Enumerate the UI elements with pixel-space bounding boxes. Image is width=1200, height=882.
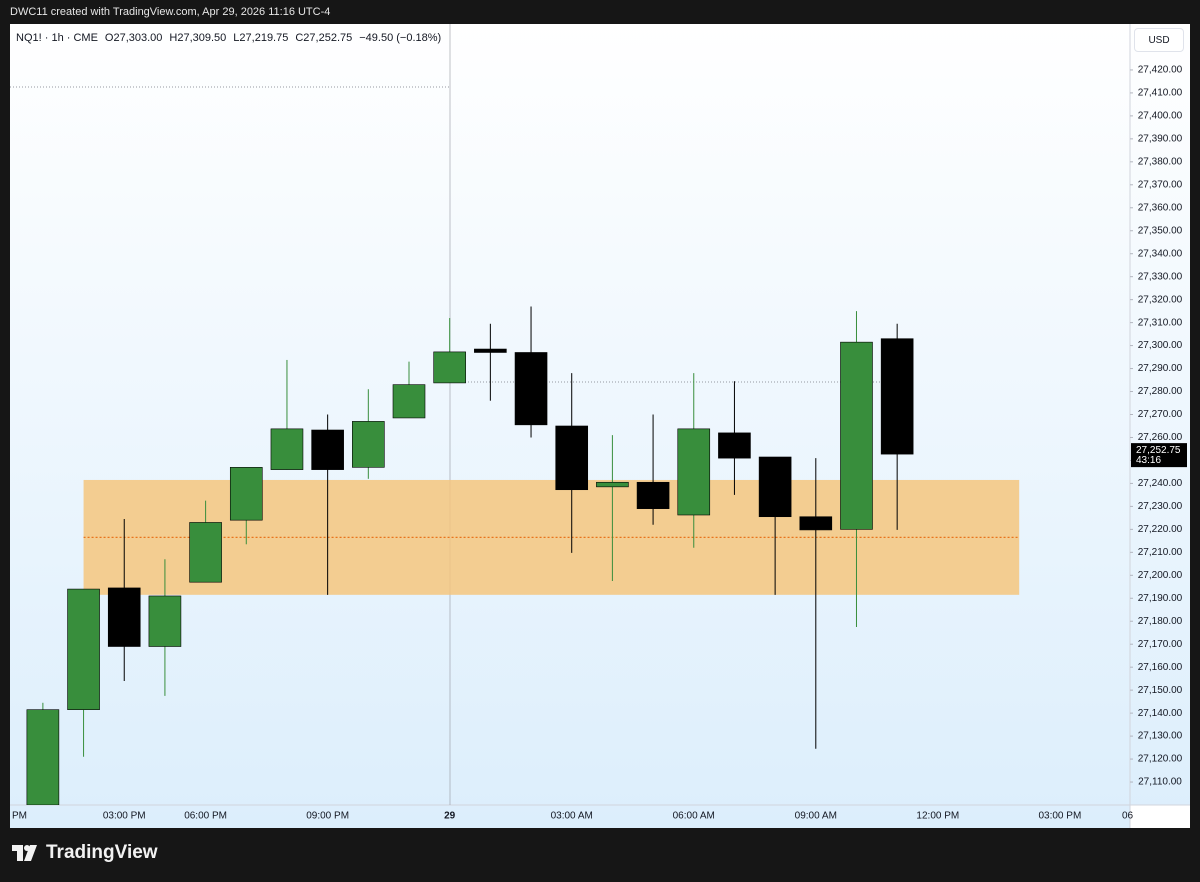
y-tick-label: 27,390.00	[1138, 133, 1183, 144]
candle-body	[474, 348, 507, 353]
candle-body	[514, 352, 548, 426]
y-tick-label: 27,140.00	[1138, 708, 1183, 719]
brand-logo	[12, 845, 37, 861]
y-tick-label: 27,290.00	[1138, 363, 1183, 374]
y-tick-label: 27,370.00	[1138, 179, 1183, 190]
candle-body	[107, 587, 141, 647]
y-tick-label: 27,330.00	[1138, 271, 1183, 282]
y-tick-label: 27,350.00	[1138, 225, 1183, 236]
y-tick-label: 27,110.00	[1138, 777, 1182, 788]
legend-value: O27,303.00	[104, 32, 163, 44]
legend-value: L27,219.75	[233, 32, 289, 44]
candle-body	[148, 595, 182, 647]
candle-body	[392, 384, 426, 419]
y-tick-label: 27,310.00	[1138, 317, 1183, 328]
y-tick-label: 27,400.00	[1138, 111, 1183, 122]
last-price-box	[1131, 443, 1187, 468]
corner	[1130, 805, 1190, 828]
candle-body	[352, 421, 385, 468]
y-tick-label: 27,360.00	[1138, 202, 1183, 213]
candle-body	[270, 428, 304, 470]
candle-body	[880, 338, 914, 455]
last-price-label: 27,252.75	[1136, 445, 1181, 456]
y-tick-label: 27,220.00	[1138, 524, 1183, 535]
y-tick-label: 27,170.00	[1138, 639, 1183, 650]
candle-body	[596, 481, 629, 488]
candle-body	[189, 522, 222, 583]
legend-value: −49.50 (−0.18%)	[359, 32, 442, 44]
countdown: 43:16	[1136, 455, 1161, 466]
y-tick-label: 27,230.00	[1138, 501, 1183, 512]
candle-body	[718, 432, 751, 459]
x-tick-label: 06:00 AM	[673, 811, 715, 822]
candle-body	[677, 428, 711, 516]
caption: DWC11 created with TradingView.com, Apr …	[10, 6, 331, 18]
y-tick-label: 27,130.00	[1138, 731, 1183, 742]
x-tick-label: 03:00 PM	[1038, 811, 1081, 822]
y-tick-label: 27,180.00	[1138, 616, 1183, 627]
candle-body	[26, 709, 60, 805]
candle-body	[758, 456, 792, 518]
y-tick-label: 27,340.00	[1138, 248, 1183, 259]
y-tick-label: 27,270.00	[1138, 409, 1183, 420]
x-tick-label: 03:00 AM	[551, 811, 593, 822]
y-tick-label: 27,150.00	[1138, 685, 1183, 696]
y-tick-label: 27,200.00	[1138, 570, 1183, 581]
x-tick-label: PM	[12, 811, 27, 822]
x-tick-label: 06	[1122, 811, 1134, 822]
y-tick-label: 27,300.00	[1138, 340, 1183, 351]
y-tick-label: 27,260.00	[1138, 432, 1183, 443]
brand-name: TradingView	[46, 842, 158, 863]
candle-body	[799, 516, 833, 531]
symbol: NQ1! · 1h · CME	[16, 32, 98, 44]
candle-body	[555, 425, 589, 491]
y-tick-label: 27,380.00	[1138, 156, 1183, 167]
x-tick-label: 29	[444, 811, 456, 822]
currency-button[interactable]: USD	[1134, 28, 1184, 52]
y-tick-label: 27,160.00	[1138, 662, 1183, 673]
candle-body	[229, 467, 263, 521]
y-tick-label: 27,410.00	[1138, 88, 1183, 99]
y-tick-label: 27,420.00	[1138, 65, 1183, 76]
y-tick-label: 27,240.00	[1138, 478, 1183, 489]
y-tick-label: 27,190.00	[1138, 593, 1183, 604]
candle-body	[311, 429, 344, 470]
y-tick-label: 27,210.00	[1138, 547, 1183, 558]
legend-value: H27,309.50	[169, 32, 227, 44]
y-tick-label: 27,280.00	[1138, 386, 1183, 397]
brand: TradingView	[12, 842, 158, 864]
candle-body	[433, 351, 466, 384]
y-tick-label: 27,120.00	[1138, 754, 1183, 765]
x-tick-label: 03:00 PM	[103, 811, 146, 822]
x-tick-label: 12:00 PM	[916, 811, 959, 822]
x-tick-label: 09:00 PM	[306, 811, 349, 822]
candle-body	[67, 588, 100, 710]
chart-background	[10, 24, 1190, 828]
candle-body	[840, 341, 873, 530]
legend: NQ1! · 1h · CME O27,303.00 H27,309.50 L27,…	[16, 32, 441, 44]
x-tick-label: 06:00 PM	[184, 811, 227, 822]
x-tick-label: 09:00 AM	[795, 811, 837, 822]
y-tick-label: 27,320.00	[1138, 294, 1183, 305]
legend-value: C27,252.75	[295, 32, 353, 44]
plot	[26, 306, 1020, 805]
candle-body	[636, 481, 670, 509]
